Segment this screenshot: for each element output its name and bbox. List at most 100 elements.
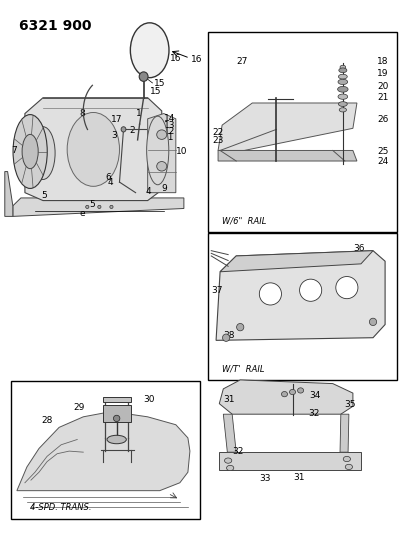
Text: 4-SPD. TRANS.: 4-SPD. TRANS. xyxy=(30,503,92,512)
Text: 6321 900: 6321 900 xyxy=(19,19,91,33)
Text: 34: 34 xyxy=(309,391,321,400)
Bar xyxy=(11,382,200,519)
Text: 4: 4 xyxy=(107,177,113,187)
Polygon shape xyxy=(219,452,361,470)
Polygon shape xyxy=(25,98,162,200)
Text: 29: 29 xyxy=(73,403,84,413)
Text: 28: 28 xyxy=(41,416,52,425)
Text: 18: 18 xyxy=(377,58,388,66)
Polygon shape xyxy=(340,414,349,452)
Polygon shape xyxy=(216,251,385,341)
Text: W/6"  RAIL: W/6" RAIL xyxy=(222,217,266,226)
Text: 36: 36 xyxy=(353,244,364,253)
Polygon shape xyxy=(219,380,353,414)
Ellipse shape xyxy=(345,464,353,470)
Ellipse shape xyxy=(299,279,322,301)
Text: 19: 19 xyxy=(377,69,388,78)
Ellipse shape xyxy=(339,68,347,72)
Text: 20: 20 xyxy=(377,82,388,91)
Text: 15: 15 xyxy=(150,87,161,96)
Ellipse shape xyxy=(369,318,377,326)
Polygon shape xyxy=(220,251,373,272)
Text: 31: 31 xyxy=(293,473,305,482)
Text: 5: 5 xyxy=(41,191,47,200)
Polygon shape xyxy=(5,172,13,216)
Text: 8: 8 xyxy=(79,109,85,118)
Text: 16: 16 xyxy=(170,54,181,63)
Text: 33: 33 xyxy=(259,474,271,483)
Ellipse shape xyxy=(282,392,288,397)
Ellipse shape xyxy=(121,127,126,132)
Text: 25: 25 xyxy=(377,147,388,156)
Ellipse shape xyxy=(107,435,126,443)
Ellipse shape xyxy=(157,161,167,171)
Text: 32: 32 xyxy=(232,447,244,456)
Ellipse shape xyxy=(13,115,47,189)
Bar xyxy=(208,32,397,232)
Text: 12: 12 xyxy=(164,127,175,136)
Text: 10: 10 xyxy=(176,147,187,156)
Text: 14: 14 xyxy=(164,114,175,123)
Polygon shape xyxy=(148,114,176,192)
Text: 5: 5 xyxy=(89,200,95,209)
Text: 1: 1 xyxy=(135,109,141,118)
Bar xyxy=(208,233,397,380)
Bar xyxy=(102,397,131,402)
Text: 21: 21 xyxy=(377,93,388,102)
Ellipse shape xyxy=(113,415,120,422)
Text: 6: 6 xyxy=(105,173,111,182)
Ellipse shape xyxy=(259,283,282,305)
Text: 9: 9 xyxy=(162,184,168,193)
Ellipse shape xyxy=(237,324,244,331)
Text: 4: 4 xyxy=(146,187,151,196)
Text: 22: 22 xyxy=(212,127,223,136)
Ellipse shape xyxy=(98,205,101,208)
Ellipse shape xyxy=(86,205,89,208)
Ellipse shape xyxy=(338,79,348,85)
Text: 32: 32 xyxy=(308,409,320,418)
Ellipse shape xyxy=(297,388,304,393)
Polygon shape xyxy=(13,198,184,216)
Polygon shape xyxy=(223,414,236,452)
Text: e: e xyxy=(79,209,85,218)
Ellipse shape xyxy=(338,102,347,107)
Ellipse shape xyxy=(130,23,169,78)
Text: 13: 13 xyxy=(164,120,175,130)
Text: O 4L
O N
O 2H
O 4H: O 4L O N O 2H O 4H xyxy=(142,36,155,58)
Ellipse shape xyxy=(222,334,230,342)
Text: 35: 35 xyxy=(344,400,355,409)
Text: 11: 11 xyxy=(163,133,175,142)
Polygon shape xyxy=(218,150,357,161)
Polygon shape xyxy=(17,411,190,491)
Ellipse shape xyxy=(340,65,346,69)
Text: 27: 27 xyxy=(236,58,248,66)
Ellipse shape xyxy=(290,390,295,394)
Text: 30: 30 xyxy=(144,395,155,404)
Ellipse shape xyxy=(339,108,346,112)
Ellipse shape xyxy=(343,456,350,462)
Ellipse shape xyxy=(226,465,234,471)
Text: 15: 15 xyxy=(154,79,165,88)
Text: 31: 31 xyxy=(223,395,235,404)
Ellipse shape xyxy=(338,94,348,99)
FancyBboxPatch shape xyxy=(102,405,131,422)
Polygon shape xyxy=(218,103,357,150)
Text: 16: 16 xyxy=(191,55,203,64)
Text: 38: 38 xyxy=(223,330,235,340)
Ellipse shape xyxy=(22,134,38,168)
Ellipse shape xyxy=(31,127,55,180)
Text: 37: 37 xyxy=(211,286,223,295)
Text: 26: 26 xyxy=(377,115,388,124)
Ellipse shape xyxy=(224,458,232,463)
Text: 23: 23 xyxy=(212,136,224,146)
Text: 17: 17 xyxy=(111,115,123,124)
Ellipse shape xyxy=(67,112,120,187)
Ellipse shape xyxy=(336,277,358,298)
Text: 7: 7 xyxy=(11,146,17,155)
Text: 24: 24 xyxy=(377,157,388,166)
Ellipse shape xyxy=(110,205,113,208)
Ellipse shape xyxy=(338,74,347,79)
Ellipse shape xyxy=(139,72,148,82)
Text: 3: 3 xyxy=(111,131,117,140)
Text: 2: 2 xyxy=(130,126,135,135)
